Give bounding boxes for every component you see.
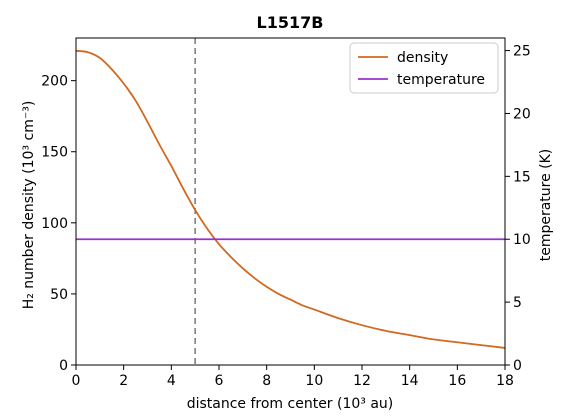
series-line-density xyxy=(75,49,506,349)
x-tick-label: 6 xyxy=(215,373,224,389)
x-tick-label: 18 xyxy=(496,373,514,389)
y2-tick-label: 25 xyxy=(513,44,531,60)
y2-tick-label: 0 xyxy=(513,358,522,374)
legend-box xyxy=(349,42,499,94)
legend-label-density: density xyxy=(397,50,448,66)
y-axis-label: H₂ number density (10³ cm⁻³) xyxy=(21,101,37,310)
y-tick-label: 200 xyxy=(41,74,68,90)
x-tick-label: 8 xyxy=(262,373,271,389)
x-tick-label: 4 xyxy=(167,373,176,389)
y-tick-label: 100 xyxy=(41,216,68,232)
x-tick-label: 2 xyxy=(119,373,128,389)
legend-label-temperature: temperature xyxy=(397,72,485,88)
y2-tick-label: 15 xyxy=(513,169,531,185)
x-tick-label: 12 xyxy=(353,373,371,389)
x-tick-label: 0 xyxy=(72,373,81,389)
x-tick-label: 16 xyxy=(448,373,466,389)
y2-axis-label: temperature (K) xyxy=(538,149,554,262)
y2-axis-ticks: 0 5 10 15 20 25 xyxy=(505,44,531,374)
legend: density temperature xyxy=(349,42,499,94)
chart-title: L1517B xyxy=(257,13,324,32)
plot-frame xyxy=(75,37,506,366)
x-axis-ticks: 0 2 4 6 8 10 12 14 16 18 xyxy=(72,365,514,389)
y-axis-ticks: 0 50 100 150 200 xyxy=(41,74,76,374)
y-tick-label: 150 xyxy=(41,145,68,161)
y2-tick-label: 20 xyxy=(513,106,531,122)
x-tick-label: 10 xyxy=(305,373,323,389)
plot-area xyxy=(75,37,506,366)
y2-tick-label: 5 xyxy=(513,295,522,311)
y2-tick-label: 10 xyxy=(513,232,531,248)
y-tick-label: 0 xyxy=(59,358,68,374)
y-tick-label: 50 xyxy=(50,287,68,303)
x-axis-label: distance from center (10³ au) xyxy=(187,396,394,412)
x-tick-label: 14 xyxy=(401,373,419,389)
